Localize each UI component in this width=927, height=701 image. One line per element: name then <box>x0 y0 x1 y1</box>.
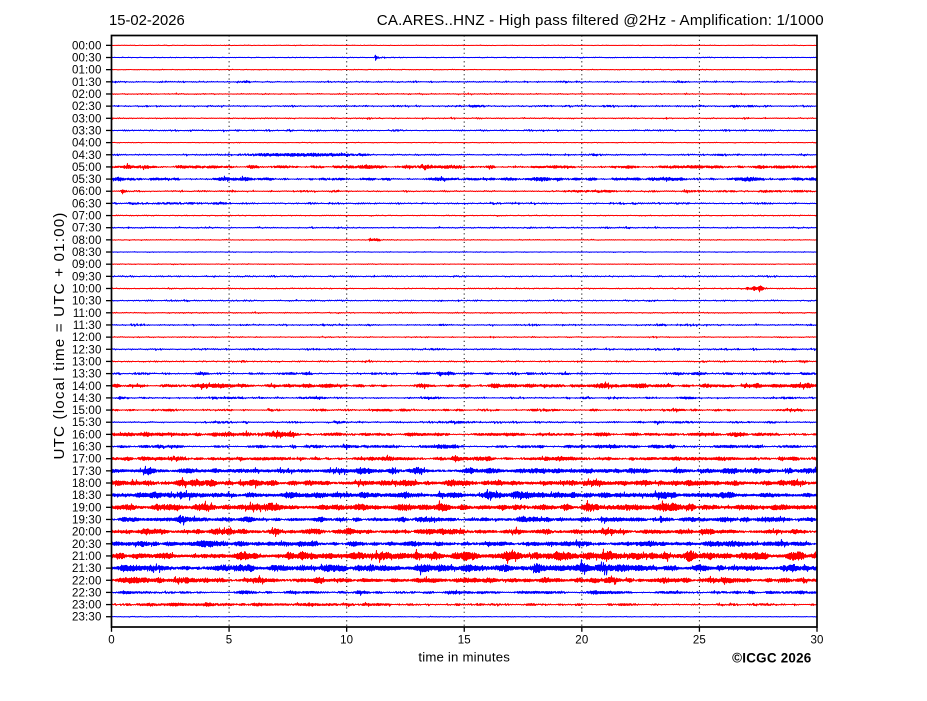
svg-text:03:30: 03:30 <box>72 125 102 137</box>
svg-text:UTC (local time = UTC + 01:00): UTC (local time = UTC + 01:00) <box>51 211 68 459</box>
svg-text:10:00: 10:00 <box>72 283 102 295</box>
svg-text:11:30: 11:30 <box>73 320 102 332</box>
svg-text:01:00: 01:00 <box>72 65 102 77</box>
svg-text:20: 20 <box>575 635 588 647</box>
svg-text:13:00: 13:00 <box>72 356 102 368</box>
svg-text:18:30: 18:30 <box>72 490 102 502</box>
svg-text:01:30: 01:30 <box>72 77 102 89</box>
svg-text:20:00: 20:00 <box>72 527 102 539</box>
svg-text:22:30: 22:30 <box>72 587 102 599</box>
svg-text:00:30: 00:30 <box>72 53 102 65</box>
svg-text:06:30: 06:30 <box>72 198 102 210</box>
svg-text:22:00: 22:00 <box>72 575 102 587</box>
svg-text:18:00: 18:00 <box>72 478 102 490</box>
svg-text:0: 0 <box>108 635 115 647</box>
svg-text:CA.ARES..HNZ - High pass filte: CA.ARES..HNZ - High pass filtered @2Hz -… <box>377 12 824 29</box>
svg-text:08:00: 08:00 <box>72 235 102 247</box>
svg-text:30: 30 <box>810 635 823 647</box>
svg-text:23:00: 23:00 <box>72 600 102 612</box>
svg-text:15:30: 15:30 <box>72 417 102 429</box>
svg-text:10:30: 10:30 <box>72 296 102 308</box>
svg-text:15-02-2026: 15-02-2026 <box>109 13 185 29</box>
svg-text:14:30: 14:30 <box>72 393 102 405</box>
svg-text:09:30: 09:30 <box>72 271 102 283</box>
svg-text:12:30: 12:30 <box>72 344 102 356</box>
svg-text:05:00: 05:00 <box>72 162 102 174</box>
svg-text:04:30: 04:30 <box>72 150 102 162</box>
svg-text:5: 5 <box>226 635 233 647</box>
svg-text:07:30: 07:30 <box>72 223 102 235</box>
svg-text:03:00: 03:00 <box>72 113 102 125</box>
svg-text:07:00: 07:00 <box>72 211 102 223</box>
svg-text:20:30: 20:30 <box>72 539 102 551</box>
svg-text:02:30: 02:30 <box>72 101 102 113</box>
svg-text:05:30: 05:30 <box>72 174 102 186</box>
svg-text:00:00: 00:00 <box>72 40 102 52</box>
svg-text:15:00: 15:00 <box>72 405 102 417</box>
svg-text:04:00: 04:00 <box>72 138 102 150</box>
svg-text:12:00: 12:00 <box>72 332 102 344</box>
svg-text:19:00: 19:00 <box>72 502 102 514</box>
svg-text:16:30: 16:30 <box>72 442 102 454</box>
svg-text:time in minutes: time in minutes <box>418 649 510 664</box>
svg-text:17:00: 17:00 <box>72 454 102 466</box>
svg-text:10: 10 <box>340 635 353 647</box>
svg-text:09:00: 09:00 <box>72 259 102 271</box>
svg-text:21:30: 21:30 <box>72 563 102 575</box>
svg-text:14:00: 14:00 <box>72 381 102 393</box>
svg-text:15: 15 <box>458 635 471 647</box>
svg-text:17:30: 17:30 <box>72 466 102 478</box>
svg-text:©ICGC 2026: ©ICGC 2026 <box>732 650 811 665</box>
svg-text:13:30: 13:30 <box>72 369 102 381</box>
svg-text:16:00: 16:00 <box>72 429 102 441</box>
svg-text:11:00: 11:00 <box>73 308 102 320</box>
svg-text:25: 25 <box>693 635 706 647</box>
svg-text:02:00: 02:00 <box>72 89 102 101</box>
svg-text:19:30: 19:30 <box>72 514 102 526</box>
svg-text:08:30: 08:30 <box>72 247 102 259</box>
svg-text:23:30: 23:30 <box>72 612 102 624</box>
svg-text:21:00: 21:00 <box>72 551 102 563</box>
svg-text:06:00: 06:00 <box>72 186 102 198</box>
